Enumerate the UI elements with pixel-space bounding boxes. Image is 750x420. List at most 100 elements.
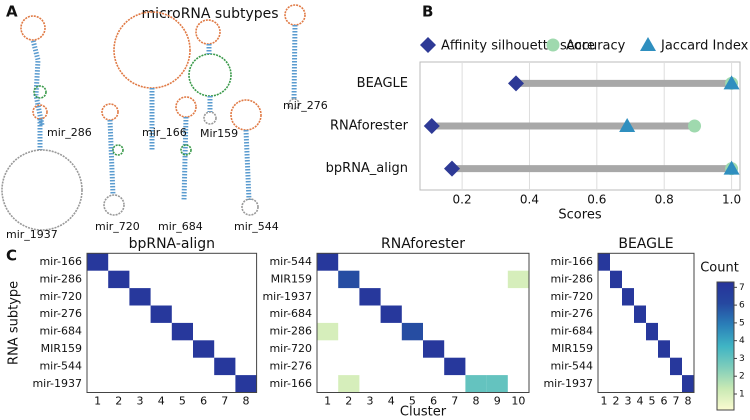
y-tick-label: mir-286 [269, 325, 312, 338]
marker [423, 118, 440, 134]
heat-cell [646, 322, 658, 341]
x-axis-label: Cluster [400, 405, 447, 420]
colorbar-tick-label: 3 [739, 354, 745, 364]
y-tick-label: mir-286 [550, 272, 593, 285]
colorbar-tick-label: 6 [739, 301, 745, 311]
heat-cell [682, 375, 694, 393]
heatmap-title: bpRNA-align [129, 236, 215, 252]
heat-cell [193, 340, 215, 358]
structure-label: mir_1937 [6, 228, 58, 241]
heat-cell [214, 357, 236, 376]
marker [723, 75, 740, 90]
y-tick-label: MIR159 [41, 342, 82, 355]
x-tick-label: 5 [409, 395, 416, 408]
y-tick-label: mir-276 [39, 307, 82, 320]
heat-cell [634, 305, 646, 323]
legend-label: Jaccard Index [660, 39, 749, 54]
y-tick-label: mir-720 [550, 290, 593, 303]
x-tick-label: 1 [601, 395, 608, 408]
heat-cell [359, 288, 381, 306]
colorbar-tick-label: 2 [739, 372, 745, 382]
x-tick-label: 7 [221, 395, 228, 408]
x-tick-label: 4 [388, 395, 395, 408]
colorbar-tick-label: 4 [739, 336, 745, 346]
x-tick-label: 0.2 [453, 193, 472, 207]
heat-cell [610, 270, 622, 289]
legend-marker [546, 38, 560, 52]
panel-label: B [422, 3, 433, 21]
y-tick-label: mir-684 [39, 325, 82, 338]
marker [508, 75, 524, 92]
y-tick-label: mir-544 [550, 359, 593, 372]
legend-marker [420, 37, 436, 53]
x-tick-label: 6 [200, 395, 207, 408]
heatmap-frame [86, 252, 258, 393]
x-tick-label: 1 [94, 395, 101, 408]
heat-cell [317, 253, 339, 271]
structure-label: Mir159 [200, 127, 238, 140]
x-tick-label: 3 [367, 395, 374, 408]
x-tick-label: 5 [179, 395, 186, 408]
structure-label: mir_720 [95, 220, 140, 233]
heat-cell [486, 375, 508, 393]
y-tick-label: MIR159 [552, 342, 593, 355]
y-tick-label: mir-544 [269, 255, 312, 268]
heat-cell [598, 253, 610, 271]
panel-title: microRNA subtypes [141, 6, 278, 22]
x-tick-label: 3 [625, 395, 632, 408]
heat-cell [108, 270, 130, 289]
marker [688, 119, 702, 133]
legend-label: Accuracy [566, 39, 626, 54]
x-tick-label: 10 [511, 395, 525, 408]
heat-cell [380, 305, 402, 323]
x-tick-label: 7 [673, 395, 680, 408]
x-tick-label: 7 [451, 395, 458, 408]
heat-cell [129, 288, 151, 306]
x-tick-label: 1.0 [722, 193, 741, 207]
x-tick-label: 9 [494, 395, 501, 408]
y-tick-label: mir-276 [550, 307, 593, 320]
heatmap-frame [597, 252, 695, 393]
y-tick-label: mir-1937 [543, 377, 593, 390]
x-tick-label: 2 [115, 395, 122, 408]
legend-marker [640, 37, 656, 51]
x-tick-label: 2 [345, 395, 352, 408]
heat-cell [338, 270, 360, 289]
heat-cell [622, 288, 634, 306]
heat-cell [670, 357, 682, 376]
structure-label: mir_684 [158, 220, 203, 233]
plot-frame [419, 61, 741, 191]
y-tick-label: mir-286 [39, 272, 82, 285]
marker [444, 160, 460, 177]
x-tick-label: 3 [137, 395, 144, 408]
heat-cell [87, 253, 109, 271]
heat-cell [658, 340, 670, 358]
x-tick-label: 6 [430, 395, 437, 408]
y-tick-label: RNAforester [330, 119, 409, 134]
heatmap-title: RNAforester [381, 236, 465, 252]
heatmap-frame [316, 252, 530, 393]
marker [723, 160, 740, 175]
x-tick-label: 8 [243, 395, 250, 408]
y-tick-label: mir-1937 [32, 377, 82, 390]
colorbar-tick-label: 5 [739, 318, 745, 328]
y-tick-label: mir-720 [39, 290, 82, 303]
heat-cell [465, 375, 487, 393]
y-tick-label: mir-684 [550, 325, 593, 338]
heat-cell [401, 322, 423, 341]
x-tick-label: 1 [324, 395, 331, 408]
x-tick-label: 0.8 [655, 193, 674, 207]
x-tick-label: 5 [649, 395, 656, 408]
x-tick-label: 8 [473, 395, 480, 408]
panel-label: A [6, 3, 18, 21]
heat-cell [150, 305, 172, 323]
x-tick-label: 8 [685, 395, 692, 408]
structure-label: mir_286 [47, 126, 92, 139]
heat-cell [507, 270, 529, 289]
y-tick-label: mir-276 [269, 359, 312, 372]
x-tick-label: 6 [661, 395, 668, 408]
structure-label: mir_166 [142, 126, 187, 139]
y-tick-label: mir-544 [39, 359, 82, 372]
y-tick-label: mir-166 [550, 255, 593, 268]
